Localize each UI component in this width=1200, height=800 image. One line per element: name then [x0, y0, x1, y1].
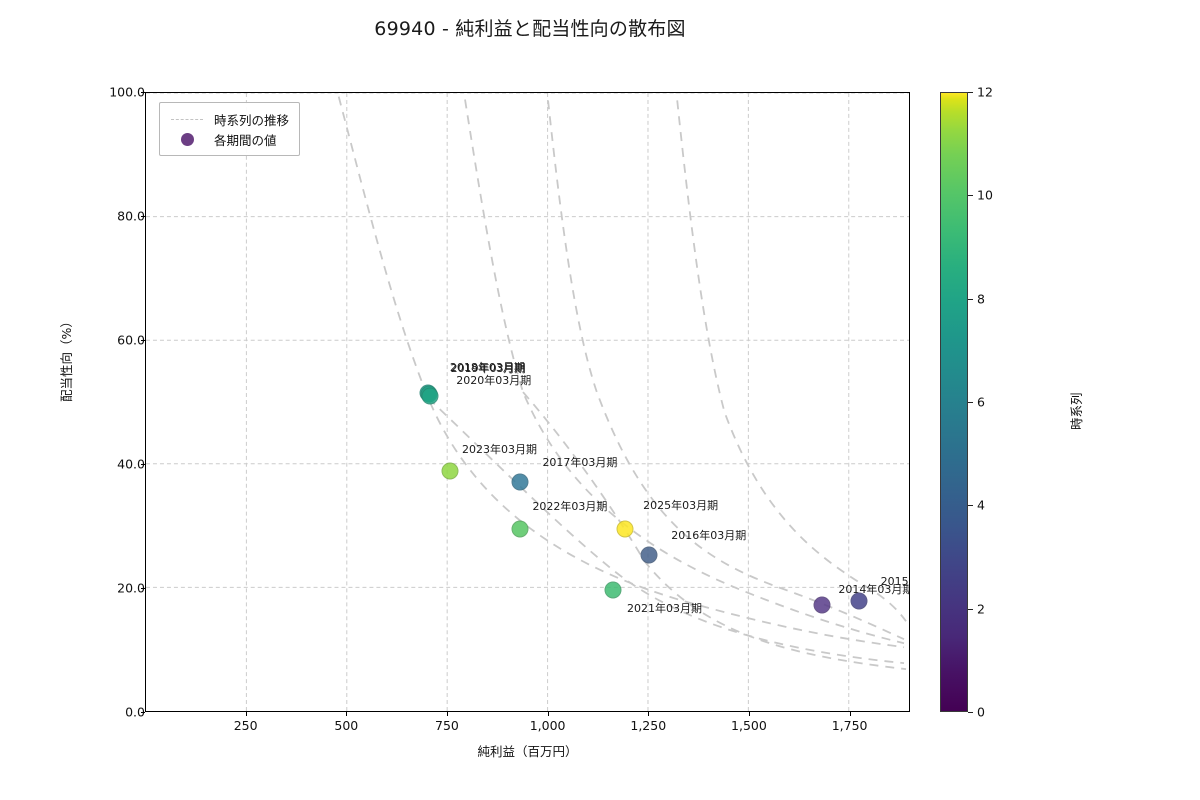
- page-title: 69940 - 純利益と配当性向の散布図: [374, 18, 686, 40]
- chart-legend: 時系列の推移 各期間の値: [159, 102, 301, 156]
- colorbar-tick-mark: [968, 712, 973, 713]
- x-tick-mark: [648, 712, 650, 716]
- y-tick-mark: [141, 92, 145, 93]
- data-point-label: 2020年03月期: [456, 373, 532, 387]
- colorbar-tick-mark: [968, 195, 973, 197]
- x-tick-label: 1,750: [831, 718, 868, 733]
- data-point-label: 2015年03月期: [880, 575, 909, 589]
- x-axis-ticks: 250 500 750 1,000 1,250 1,500 1,750: [145, 718, 910, 738]
- colorbar-tick-label: 4: [977, 497, 985, 513]
- y-tick-label: 100.0: [109, 84, 145, 100]
- legend-label-points: 各期間の値: [214, 132, 277, 148]
- colorbar-tick-label: 6: [977, 394, 985, 410]
- legend-label-trend: 時系列の推移: [214, 112, 290, 128]
- plot-area: 2014年03月期2015年03月期 2016年03月期 2017年03月期 2018…: [145, 92, 910, 712]
- y-tick-label: 60.0: [117, 332, 145, 348]
- data-point-marker[interactable]: [616, 520, 634, 538]
- data-point-marker[interactable]: [604, 581, 622, 599]
- colorbar-tick-label: 10: [977, 187, 993, 203]
- data-point-label: 2014年03月期: [838, 582, 910, 596]
- data-point-marker[interactable]: [813, 596, 831, 613]
- y-tick-label: 20.0: [117, 580, 145, 596]
- data-point-label: 2019年03月期: [450, 361, 526, 375]
- colorbar-tick-label: 12: [977, 84, 993, 100]
- colorbar-tick-label: 2: [977, 601, 985, 617]
- marker-dot-icon: [168, 132, 206, 146]
- colorbar-tick-mark: [968, 402, 973, 403]
- y-tick-label: 0.0: [125, 704, 145, 720]
- data-point-marker[interactable]: [421, 387, 439, 405]
- y-tick-mark: [141, 712, 145, 713]
- x-axis-tickmarks: [145, 712, 910, 717]
- x-tick-mark: [748, 712, 750, 716]
- data-point-label: 2025年03月期: [643, 499, 719, 513]
- colorbar-tick-mark: [968, 92, 973, 93]
- x-tick-mark: [245, 712, 247, 716]
- x-axis-label: 純利益（百万円）: [477, 744, 578, 759]
- y-axis-tickmarks: [141, 92, 146, 713]
- data-point-label: 2016年03月期: [671, 528, 747, 542]
- data-point-label: 2021年03月期: [627, 602, 703, 616]
- timeseries-trend-curves: [336, 93, 907, 671]
- colorbar-tick-mark: [968, 298, 973, 300]
- y-axis-label: 配当性向（%）: [59, 315, 74, 402]
- x-tick-label: 1,250: [630, 718, 667, 733]
- colorbar-tick-label: 8: [977, 291, 985, 307]
- colorbar: 0 2 4 6 8 10 12: [940, 85, 993, 720]
- x-tick-label: 500: [334, 718, 359, 733]
- data-point-marker[interactable]: [441, 462, 459, 480]
- x-tick-mark: [346, 712, 348, 716]
- x-tick-label: 1,500: [731, 718, 767, 733]
- data-point-marker[interactable]: [511, 520, 529, 538]
- x-tick-label: 1,000: [529, 718, 566, 733]
- x-tick-mark: [446, 712, 448, 716]
- data-point-marker[interactable]: [511, 473, 529, 491]
- y-tick-label: 40.0: [117, 456, 145, 472]
- x-tick-label: 750: [435, 718, 459, 733]
- x-tick-label: 250: [233, 718, 258, 733]
- y-tick-mark: [141, 340, 145, 341]
- legend-item-trend: 時系列の推移: [168, 109, 289, 129]
- colorbar-tick-mark: [968, 505, 973, 507]
- data-point-label: 2023年03月期: [461, 443, 537, 457]
- x-tick-mark: [849, 712, 851, 716]
- legend-item-points: 各期間の値: [168, 129, 289, 149]
- data-point-marker[interactable]: [850, 592, 868, 610]
- dashed-line-icon: [168, 118, 206, 120]
- y-tick-mark: [141, 588, 145, 589]
- colorbar-tick-mark: [968, 608, 973, 610]
- y-tick-mark: [141, 216, 145, 217]
- y-tick-label: 80.0: [117, 208, 145, 224]
- y-axis-ticks: 0.0 20.0 40.0 60.0 80.0 100.0: [85, 85, 145, 720]
- colorbar-label: 時系列: [1069, 392, 1084, 430]
- colorbar-gradient: [940, 92, 968, 712]
- data-point-label: 2018年03月期: [449, 361, 525, 375]
- data-point-marker[interactable]: [640, 546, 658, 564]
- data-point-layer: 2014年03月期2015年03月期 2016年03月期 2017年03月期 2018…: [146, 93, 909, 711]
- colorbar-tick-label: 0: [977, 704, 985, 720]
- gridlines: [146, 93, 909, 711]
- y-tick-mark: [141, 464, 145, 465]
- x-tick-mark: [547, 712, 549, 716]
- data-point-label: 2022年03月期: [532, 500, 608, 514]
- data-point-label: 2017年03月期: [542, 455, 618, 469]
